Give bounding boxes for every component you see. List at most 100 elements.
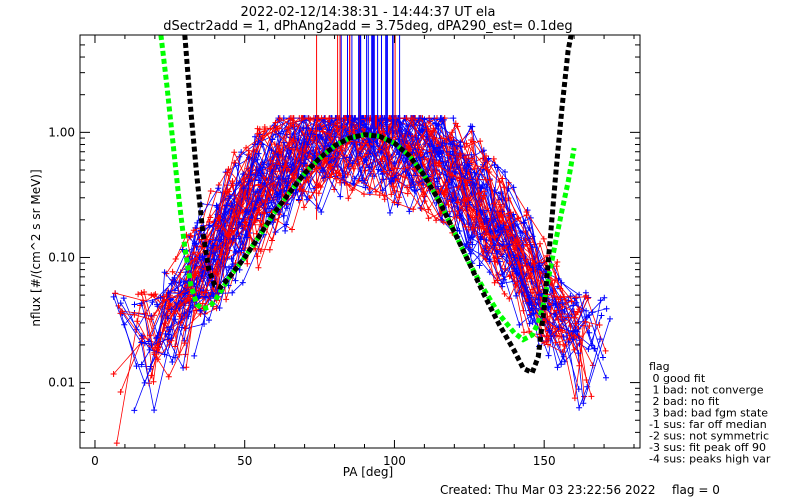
spectrum-point <box>317 132 324 139</box>
spectrum-point <box>421 116 428 123</box>
spectrum-point <box>161 297 168 304</box>
spectrum-point <box>337 193 344 200</box>
spectrum-point <box>553 307 560 314</box>
spectrum-point <box>521 329 527 336</box>
spectrum-point <box>572 314 579 321</box>
spectrum-point <box>570 336 577 343</box>
spectrum-point <box>359 177 366 184</box>
spectrum-point <box>224 231 231 238</box>
spectrum-point <box>407 131 414 138</box>
spectrum-point <box>333 175 339 182</box>
spectrum-point <box>165 373 172 380</box>
spectrum-point <box>141 289 148 295</box>
spectrum-line <box>120 117 561 355</box>
spectrum-point <box>366 139 373 146</box>
spectrum-point <box>588 393 595 400</box>
spectrum-point <box>445 152 452 159</box>
spectrum-point <box>131 311 138 318</box>
spectrum-point <box>454 123 461 130</box>
spectrum-point <box>117 300 124 307</box>
spectrum-point <box>165 331 172 338</box>
spectrum-point <box>546 327 553 334</box>
spectrum-point <box>541 340 548 346</box>
spectrum-point <box>456 150 463 157</box>
spectrum-point <box>381 192 388 199</box>
spectrum-point <box>146 346 153 353</box>
spectrum-point <box>117 310 124 317</box>
spectrum-point <box>360 115 367 122</box>
spectrum-point <box>215 215 221 222</box>
spectrum-point <box>253 156 260 163</box>
spectrum-point <box>507 209 514 216</box>
spectrum-point <box>345 195 352 202</box>
x-tick-label: 150 <box>533 454 556 468</box>
black-dashed-fit-curve <box>182 35 574 377</box>
y-tick-label: 1.00 <box>48 125 75 139</box>
spectrum-point <box>557 294 564 301</box>
spectrum-point <box>389 183 396 190</box>
chart-title-line2: dSectr2add = 1, dPhAng2add = 3.75deg, dP… <box>163 19 572 34</box>
flag-legend: flag 0 good fit 1 bad: not converge 2 ba… <box>649 360 771 466</box>
spectrum-point <box>222 188 229 195</box>
legend-item: -2 sus: not symmetric <box>649 430 769 443</box>
spectrum-point <box>341 123 347 130</box>
legend-item: -3 sus: fit peak off 90 <box>649 441 766 454</box>
x-axis-label: PA [deg] <box>343 465 393 479</box>
spectrum-point <box>182 290 189 297</box>
spectrum-point <box>450 138 457 145</box>
spectrum-point <box>256 126 263 133</box>
spectrum-point <box>325 153 332 160</box>
spectrum-point <box>526 320 533 327</box>
spectrum-point <box>320 167 327 173</box>
spectrum-point <box>255 264 262 271</box>
spectrum-point <box>379 187 386 194</box>
spectrum-point <box>197 307 204 314</box>
spectrum-point <box>512 268 519 275</box>
legend-item: 3 bad: bad fgm state <box>649 407 768 420</box>
spectrum-point <box>499 271 506 278</box>
spectrum-point <box>314 115 321 122</box>
spectrum-point <box>540 235 547 242</box>
spectrum-point <box>281 212 287 219</box>
spectrum-point <box>501 290 508 297</box>
spectrum-point <box>523 209 530 215</box>
spectrum-point <box>491 279 498 286</box>
spectrum-point <box>181 310 188 317</box>
spectrum-point <box>267 125 274 132</box>
spectrum-point <box>282 221 289 228</box>
spectrum-point <box>258 223 265 229</box>
spectrum-point <box>527 245 533 252</box>
spectrum-point <box>597 297 604 304</box>
spectrum-point <box>440 116 447 123</box>
spectrum-point <box>210 242 217 249</box>
spectrum-point <box>172 316 179 323</box>
spectrum-point <box>301 204 307 211</box>
spectrum-point <box>434 183 441 190</box>
spectrum-point <box>379 176 386 183</box>
spectrum-point <box>172 256 179 262</box>
spectrum-point <box>255 150 262 157</box>
spectrum-point <box>481 188 488 195</box>
spectrum-point <box>452 214 459 221</box>
spectrum-point <box>597 336 604 343</box>
spectrum-point <box>141 379 148 386</box>
spectrum-point <box>435 162 442 169</box>
spectrum-point <box>408 115 415 122</box>
spectrum-point <box>516 321 523 328</box>
spectrum-point <box>254 130 261 137</box>
spectrum-point <box>531 260 538 267</box>
spectrum-point <box>457 143 464 150</box>
x-tick-label: 50 <box>237 454 252 468</box>
spectrum-point <box>600 354 606 361</box>
spectrum-point <box>177 319 184 326</box>
spectrum-point <box>194 219 201 226</box>
spectrum-point <box>431 160 438 167</box>
spectrum-point <box>575 350 582 357</box>
spectrum-point <box>301 160 308 167</box>
spectrum-point <box>319 128 326 135</box>
spectrum-point <box>148 342 155 348</box>
spectrum-point <box>366 164 372 171</box>
spectrum-point <box>213 270 220 277</box>
spectrum-point <box>207 214 214 221</box>
spectrum-point <box>239 279 246 286</box>
